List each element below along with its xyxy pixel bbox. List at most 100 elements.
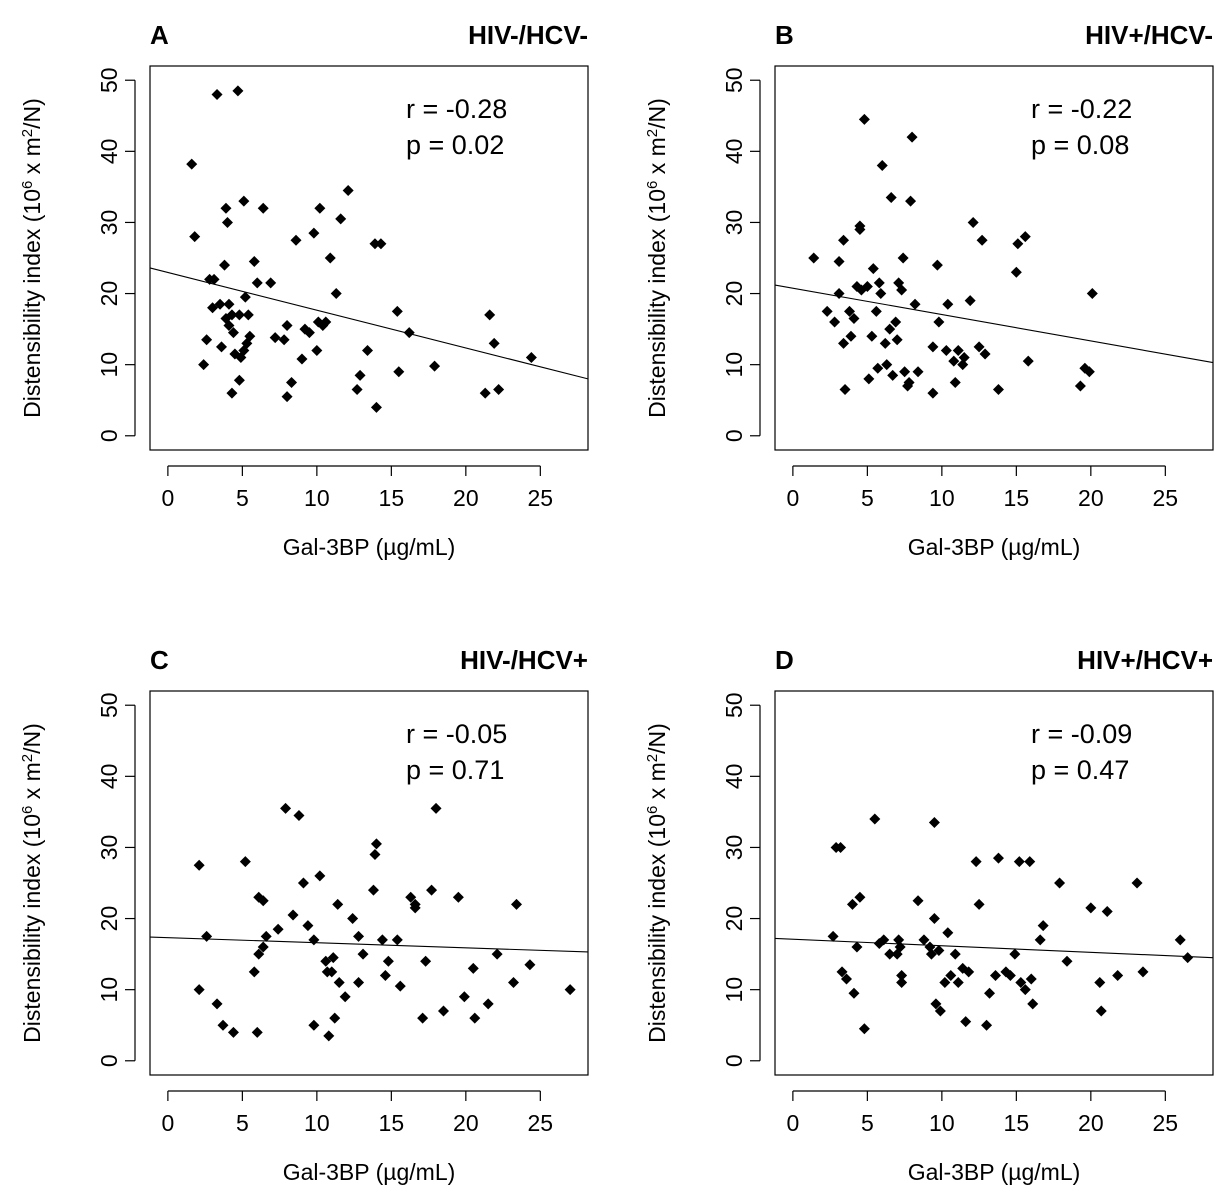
data-point (223, 320, 235, 332)
data-point (417, 1012, 429, 1024)
data-point (940, 344, 952, 356)
p-value: p = 0.02 (406, 130, 504, 160)
data-point (1131, 877, 1143, 889)
data-point (189, 231, 201, 243)
data-point (1061, 955, 1073, 967)
data-point (452, 891, 464, 903)
data-point (525, 352, 537, 364)
data-point (992, 384, 1004, 396)
data-point (854, 891, 866, 903)
data-point (1025, 973, 1037, 985)
data-point (201, 334, 213, 346)
data-point (1094, 977, 1106, 989)
panel-d: D HIV+/HCV+ 0 5 10 15 20 25 Gal-3BP (µg/mL) 0 10 20… (644, 645, 1214, 1185)
data-point (872, 362, 884, 374)
data-point (931, 259, 943, 271)
data-point (1137, 966, 1149, 978)
data-point (827, 930, 839, 942)
y-tick-label: 0 (721, 1054, 747, 1067)
data-point (942, 927, 954, 939)
data-point (458, 991, 470, 1003)
data-point (893, 934, 905, 946)
data-point (242, 309, 254, 321)
data-point (838, 234, 850, 246)
data-point (939, 977, 951, 989)
data-point (896, 977, 908, 989)
data-point (835, 841, 847, 853)
x-tick-label: 5 (861, 485, 874, 511)
data-point (376, 934, 388, 946)
x-tick-label: 10 (304, 1110, 330, 1136)
data-point (226, 309, 238, 321)
data-point (1012, 238, 1024, 250)
y-tick-label: 30 (96, 835, 122, 861)
data-point (896, 284, 908, 296)
y-tick-label: 20 (721, 906, 747, 932)
y-tick-label: 10 (96, 977, 122, 1003)
data-point (989, 969, 1001, 981)
data-point (848, 312, 860, 324)
data-point (339, 991, 351, 1003)
x-tick-label: 20 (1078, 485, 1104, 511)
regression-line (149, 936, 589, 953)
data-point (251, 1026, 263, 1038)
x-tick-label: 15 (1004, 485, 1030, 511)
data-point (370, 838, 382, 850)
data-point (1085, 902, 1097, 914)
x-tick-label: 15 (379, 1110, 405, 1136)
data-point (362, 344, 374, 356)
x-axis-title: Gal-3BP (µg/mL) (283, 1159, 456, 1185)
data-point (894, 941, 906, 953)
y-tick-label: 40 (96, 139, 122, 165)
data-point (217, 1019, 229, 1031)
data-point (426, 884, 438, 896)
x-tick-label: 10 (929, 485, 955, 511)
data-point (278, 334, 290, 346)
data-point (1009, 948, 1021, 960)
data-point (1004, 969, 1016, 981)
data-point (257, 941, 269, 953)
data-point (863, 373, 875, 385)
data-point (912, 366, 924, 378)
data-point (899, 366, 911, 378)
y-tick-label: 30 (721, 210, 747, 236)
data-point (884, 323, 896, 335)
data-point (838, 337, 850, 349)
data-point (193, 859, 205, 871)
data-point (357, 948, 369, 960)
data-point (510, 898, 522, 910)
data-point (429, 360, 441, 372)
data-point (930, 998, 942, 1010)
data-point (257, 895, 269, 907)
data-point (394, 980, 406, 992)
data-point (493, 384, 505, 396)
y-tick-label: 40 (721, 764, 747, 790)
x-tick-label: 0 (161, 1110, 174, 1136)
data-point (221, 216, 233, 228)
data-point (227, 1026, 239, 1038)
data-point (564, 984, 576, 996)
data-point (430, 802, 442, 814)
x-tick-label: 25 (1153, 1110, 1179, 1136)
data-point (216, 341, 228, 353)
data-point (227, 327, 239, 339)
data-point (841, 973, 853, 985)
data-point (342, 184, 354, 196)
data-point (949, 948, 961, 960)
data-point (469, 1012, 481, 1024)
y-tick-label: 40 (96, 764, 122, 790)
y-tick-label: 0 (96, 429, 122, 442)
x-axis-title: Gal-3BP (µg/mL) (908, 534, 1081, 560)
data-point (1034, 934, 1046, 946)
data-point (861, 280, 873, 292)
data-point (992, 852, 1004, 864)
data-point (843, 305, 855, 317)
data-point (1112, 969, 1124, 981)
data-point (296, 353, 308, 365)
data-point (233, 309, 245, 321)
x-tick-label: 15 (1004, 1110, 1030, 1136)
plot-frame (774, 65, 1214, 451)
data-point (251, 277, 263, 289)
data-point (949, 376, 961, 388)
